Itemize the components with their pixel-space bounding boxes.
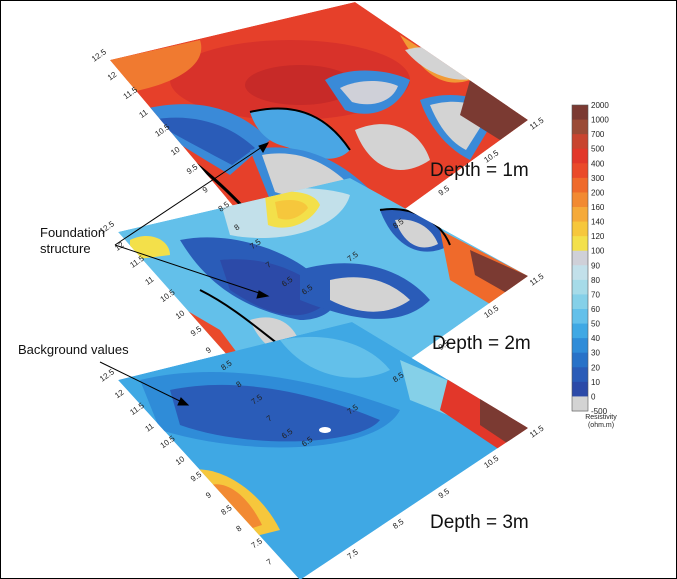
legend-label: 2000 bbox=[591, 101, 609, 110]
axis-tick-label: 7 bbox=[265, 413, 274, 423]
legend-swatch bbox=[572, 236, 588, 252]
legend-label: 70 bbox=[591, 290, 600, 299]
axis-tick-label: 9.5 bbox=[437, 184, 452, 198]
axis-tick-label: 11 bbox=[143, 274, 155, 286]
axis-tick-label: 12.5 bbox=[98, 367, 116, 384]
axis-tick-label: 12.5 bbox=[90, 47, 108, 64]
depth-label-3m: Depth = 3m bbox=[430, 512, 529, 533]
annotation-arrows bbox=[99, 142, 270, 406]
legend-swatch bbox=[572, 221, 588, 237]
legend-frame bbox=[571, 104, 589, 412]
axis-tick-label: 12 bbox=[113, 388, 126, 401]
legend-swatch bbox=[572, 279, 588, 295]
legend-label: 500 bbox=[591, 145, 605, 154]
legend-swatch bbox=[572, 134, 588, 150]
axis-tick-label: 9.5 bbox=[189, 324, 204, 338]
legend-label: -500 bbox=[591, 407, 608, 416]
axis-tick-label: 9.5 bbox=[185, 162, 200, 176]
legend-label: 100 bbox=[591, 247, 605, 256]
axis-tick-label: 12 bbox=[106, 70, 119, 83]
foundation-annotation-line2: structure bbox=[40, 241, 91, 256]
legend-swatch bbox=[572, 265, 588, 281]
foundation-arrow-upper bbox=[114, 142, 269, 246]
axis-tick-label: 7.5 bbox=[346, 547, 361, 561]
axis-tick-label: 9 bbox=[204, 490, 213, 500]
foundation-arrowhead-lower bbox=[256, 290, 270, 299]
legend-swatch bbox=[572, 323, 588, 339]
legend-label: 1000 bbox=[591, 116, 609, 125]
legend-label: 0 bbox=[591, 392, 596, 401]
legend-swatch bbox=[572, 119, 588, 135]
legend-swatch bbox=[572, 250, 588, 266]
depth-label-1m: Depth = 1m bbox=[430, 160, 529, 181]
axis-tick-label: 11.5 bbox=[528, 115, 546, 131]
legend-swatch bbox=[572, 396, 588, 412]
axis-tick-label: 8.5 bbox=[391, 517, 406, 531]
axis-tick-label: 10 bbox=[174, 454, 187, 467]
legend-label: 20 bbox=[591, 363, 600, 372]
background-arrowhead bbox=[177, 397, 190, 406]
axis-tick-label: 10 bbox=[174, 308, 187, 321]
axis-tick-label: 9 bbox=[204, 345, 213, 355]
axis-tick-label: 8 bbox=[234, 523, 243, 533]
axis-tick-label: 9.5 bbox=[437, 486, 452, 500]
legend-label: 300 bbox=[591, 174, 605, 183]
legend-label: 400 bbox=[591, 159, 605, 168]
legend-label: 90 bbox=[591, 261, 600, 270]
legend-swatch bbox=[572, 338, 588, 354]
legend-label: 50 bbox=[591, 320, 600, 329]
legend-label: 30 bbox=[591, 349, 600, 358]
axis-tick-label: 9 bbox=[201, 185, 210, 195]
axis-tick-label: 11.5 bbox=[528, 423, 546, 439]
legend-swatch bbox=[572, 177, 588, 193]
legend-swatch bbox=[572, 294, 588, 310]
legend-swatch bbox=[572, 367, 588, 383]
axis-tick-label: 11 bbox=[137, 107, 149, 119]
legend-title-line1: Resistivity bbox=[585, 414, 617, 421]
foundation-arrowhead-upper bbox=[258, 142, 270, 153]
legend-swatch bbox=[572, 207, 588, 223]
axis-tick-label: 11.5 bbox=[528, 271, 546, 287]
axis-tick-label: 11 bbox=[143, 421, 155, 433]
legend-label: 40 bbox=[591, 334, 600, 343]
foundation-annotation-line1: Foundation bbox=[40, 225, 106, 240]
axis-tick-label: 8 bbox=[234, 379, 243, 389]
legend-swatch bbox=[572, 352, 588, 368]
legend-swatch bbox=[572, 148, 588, 164]
foundation-arrow-lower bbox=[114, 244, 269, 297]
legend-label: 10 bbox=[591, 378, 600, 387]
axis-tick-label: 10 bbox=[169, 145, 182, 158]
legend-label: 140 bbox=[591, 218, 605, 227]
legend-label: 700 bbox=[591, 130, 605, 139]
depth-label-2m: Depth = 2m bbox=[432, 333, 531, 354]
legend-label: 200 bbox=[591, 188, 605, 197]
legend-label: 160 bbox=[591, 203, 605, 212]
axis-tick-label: 7 bbox=[265, 557, 274, 567]
legend-label: 60 bbox=[591, 305, 600, 314]
legend-title: Resistivity (ohm.m) bbox=[576, 414, 626, 430]
axis-tick-label: 7 bbox=[264, 260, 273, 270]
legend-swatch bbox=[572, 105, 588, 121]
foundation-annotation: Foundation structure bbox=[40, 225, 105, 257]
legend-label: 120 bbox=[591, 232, 605, 241]
background-arrow bbox=[99, 361, 189, 406]
background-annotation: Background values bbox=[18, 342, 129, 357]
axis-tick-label: 8 bbox=[232, 222, 241, 232]
legend-swatch bbox=[572, 192, 588, 208]
legend-swatch bbox=[572, 163, 588, 179]
legend-swatch bbox=[572, 381, 588, 397]
legend-label: 80 bbox=[591, 276, 600, 285]
layer-depth-3m bbox=[118, 322, 528, 579]
resistivity-legend: 2000100070050040030020016014012010090807… bbox=[571, 101, 609, 416]
legend-swatch bbox=[572, 309, 588, 325]
legend-title-line2: (ohm.m) bbox=[587, 422, 615, 429]
